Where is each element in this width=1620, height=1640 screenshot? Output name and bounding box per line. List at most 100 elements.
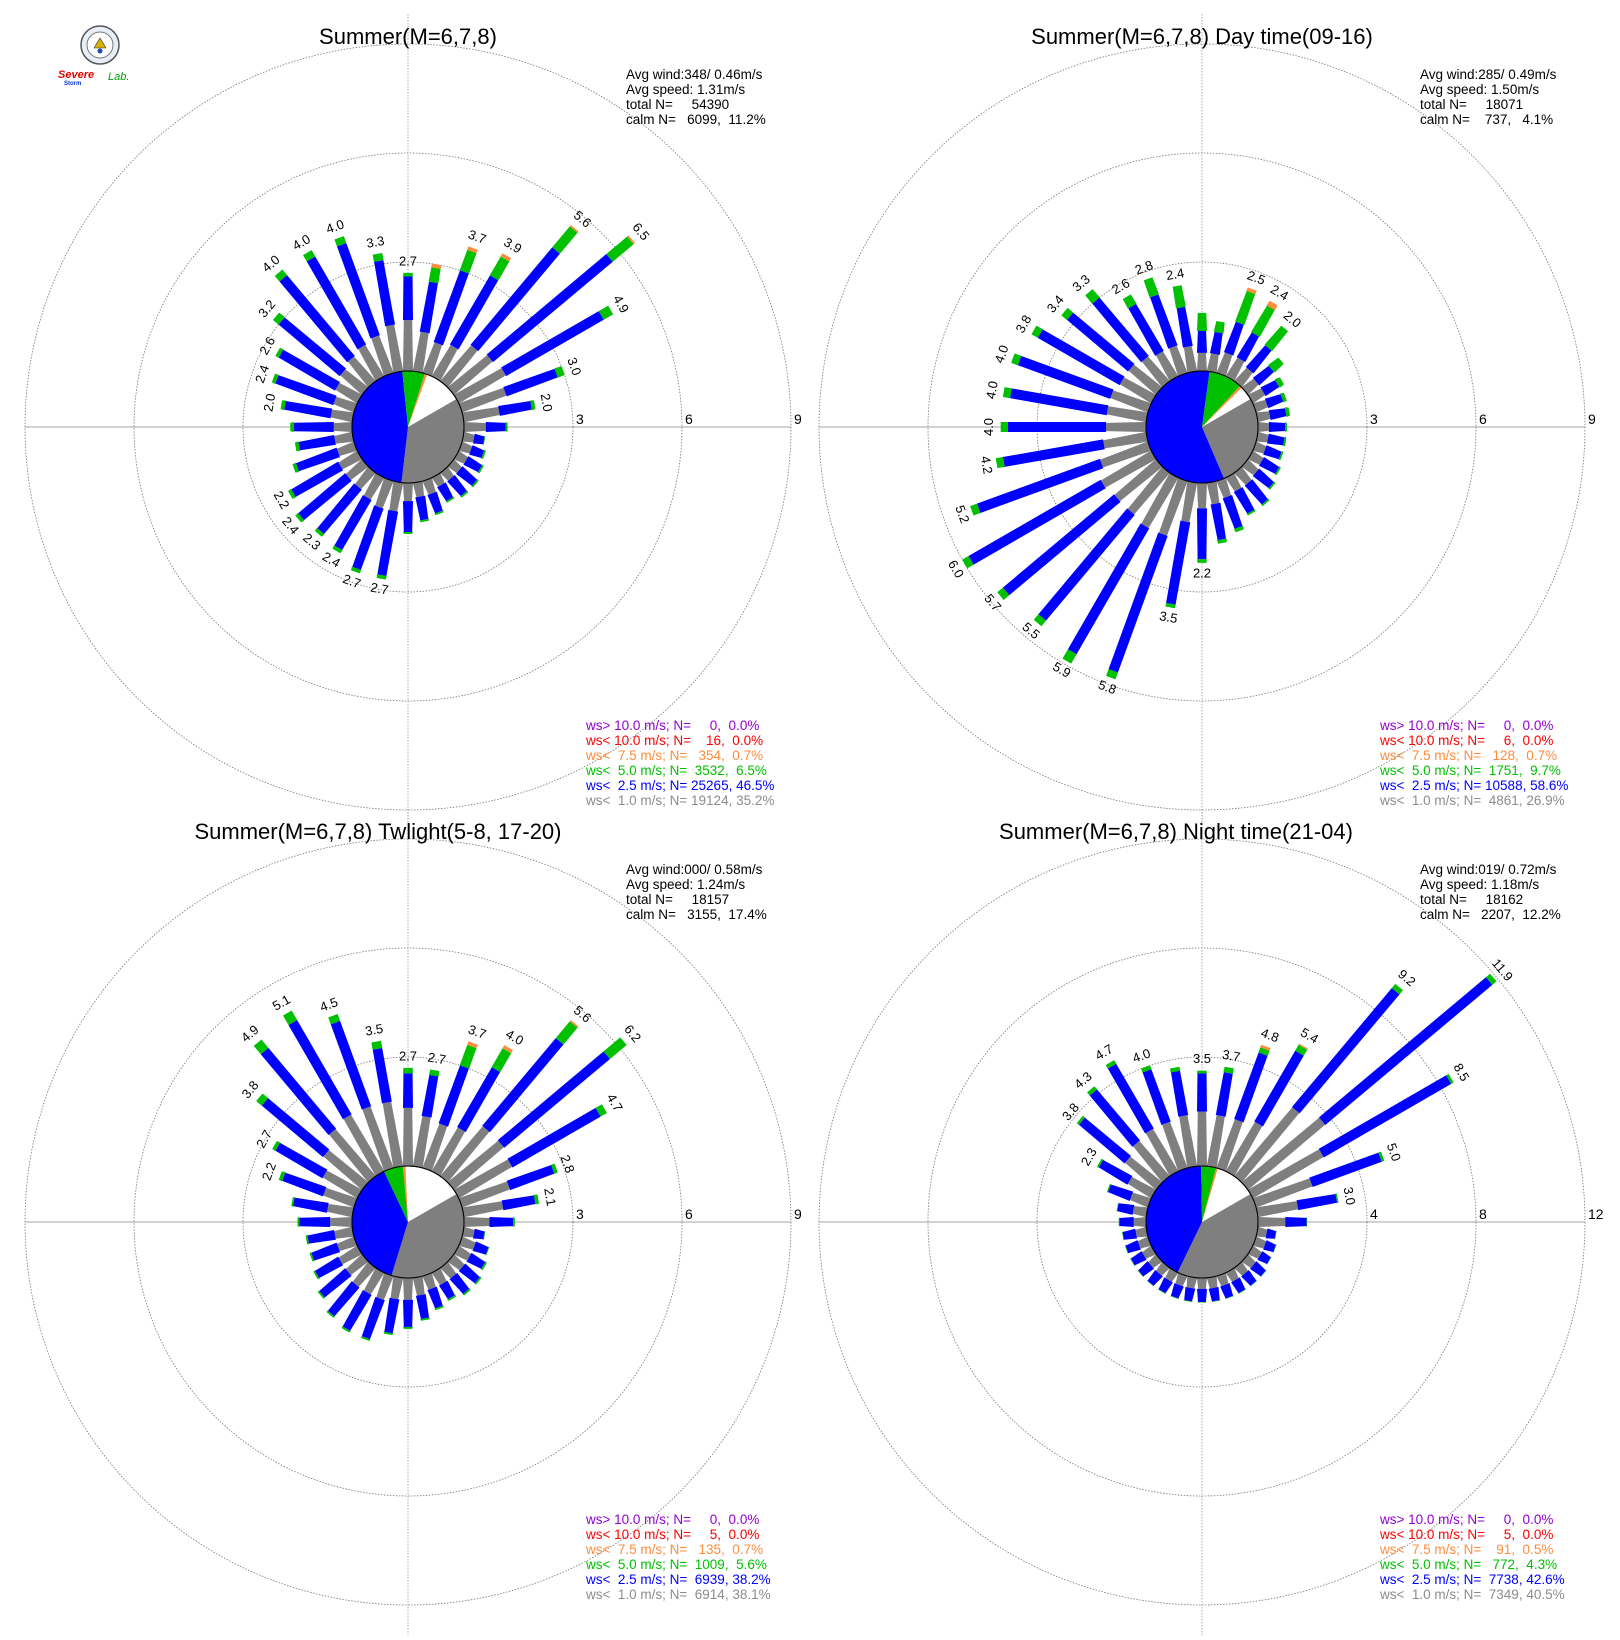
bar-segment-280-bin0 (1106, 406, 1148, 423)
bar-segment-140-bin2 (462, 1288, 471, 1296)
bar-segment-80-bin2 (533, 1194, 540, 1205)
bar-segment-20-bin2 (459, 249, 477, 274)
bar-segment-240-bin2 (1130, 1257, 1136, 1267)
bar-segment-350-bin1 (372, 1047, 392, 1104)
bar-total-label-350: 2.4 (1165, 265, 1185, 283)
bar-segment-0-bin1 (403, 1073, 413, 1108)
bar-segment-0-bin0 (403, 1107, 413, 1166)
bar-segment-230-bin2 (317, 1290, 326, 1299)
bar-segment-70-bin2 (554, 366, 565, 378)
bar-segment-210-bin1 (1067, 523, 1150, 655)
bar-segment-330-bin2 (283, 1010, 298, 1025)
legend-entry-1: ws> 10.0 m/s; N= 0, 0.0% (1379, 1512, 1553, 1527)
bar-segment-30-bin3 (1298, 1043, 1308, 1050)
bar-segment-210-bin2 (341, 1326, 351, 1333)
bar-segment-130-bin1 (1250, 1261, 1266, 1277)
bar-total-label-300: 2.3 (1078, 1145, 1100, 1168)
bar-segment-110-bin0 (458, 1236, 476, 1250)
bar-segment-230-bin0 (1114, 459, 1163, 502)
bar-segment-240-bin0 (338, 1245, 363, 1265)
bar-segment-180-bin1 (1197, 1288, 1207, 1302)
bar-segment-210-bin2 (1157, 1288, 1167, 1294)
calm-pie-outline (1145, 370, 1259, 484)
bar-segment-230-bin2 (997, 587, 1010, 600)
bar-segment-220-bin2 (326, 1310, 335, 1318)
ring-label: 6 (1479, 411, 1487, 427)
bar-segment-220-bin2 (1033, 614, 1047, 627)
bar-segment-30-bin1 (449, 275, 499, 350)
bar-segment-340-bin2 (1141, 1065, 1152, 1073)
bar-segment-240-bin2 (313, 1270, 320, 1280)
legend-entry-3: ws< 7.5 m/s; N= 354, 0.7% (585, 748, 763, 763)
bar-segment-340-bin1 (336, 242, 380, 339)
bar-segment-160-bin2 (434, 510, 444, 516)
bar-total-label-80: 2.1 (541, 1187, 559, 1207)
legend-entry-6: ws< 1.0 m/s; N= 19124, 35.2% (585, 793, 774, 808)
bar-segment-150-bin0 (1225, 472, 1242, 492)
ring-label: 9 (794, 1206, 802, 1222)
bar-segment-280-bin2 (1116, 1202, 1119, 1213)
bar-segment-100-bin2 (1274, 1230, 1277, 1240)
bar-segment-200-bin1 (1108, 532, 1168, 673)
panel-title: Summer(M=6,7,8) Day time(09-16) (1031, 24, 1373, 49)
bar-segment-190-bin0 (389, 481, 404, 512)
grid-ring (242, 1056, 574, 1388)
calm-pie-outline (351, 1165, 465, 1279)
bar-segment-250-bin1 (976, 458, 1104, 513)
bar-segment-190-bin1 (1166, 520, 1191, 605)
bar-segment-130-bin0 (1241, 1254, 1256, 1268)
bar-segment-230-bin0 (345, 459, 369, 481)
bar-segment-60-bin2 (595, 1104, 607, 1117)
bar-segment-10-bin0 (1206, 353, 1219, 373)
bar-segment-320-bin1 (279, 275, 355, 363)
bar-segment-130-bin1 (456, 466, 478, 486)
bar-segment-280-bin0 (1132, 1206, 1148, 1218)
bar-segment-220-bin0 (352, 1261, 376, 1287)
bar-segment-330-bin1 (1107, 1063, 1154, 1134)
bar-segment-100-bin1 (1267, 433, 1285, 446)
calm-pie-slice-bin3 (402, 1166, 408, 1222)
legend-entry-2: ws< 10.0 m/s; N= 5, 0.0% (1379, 1527, 1553, 1542)
ring-label: 3 (1370, 411, 1378, 427)
ring-label: 3 (576, 1206, 584, 1222)
bar-segment-170-bin1 (1208, 1287, 1220, 1302)
bar-segment-290-bin0 (323, 1187, 358, 1208)
bar-total-label-40: 9.2 (1395, 966, 1418, 989)
bar-segment-210-bin1 (342, 1290, 372, 1331)
bar-segment-220-bin0 (1156, 1261, 1170, 1276)
bar-segment-90-bin1 (1285, 1217, 1307, 1227)
bar-segment-290-bin0 (1110, 390, 1152, 413)
bar-segment-320-bin0 (1133, 1140, 1170, 1183)
legend-entry-4: ws< 5.0 m/s; N= 3532, 6.5% (585, 763, 767, 778)
bar-segment-50-bin1 (497, 1051, 610, 1148)
bar-segment-190-bin2 (376, 574, 387, 580)
bar-segment-50-bin0 (1241, 378, 1259, 395)
bar-segment-260-bin1 (307, 1229, 336, 1244)
bar-segment-350-bin2 (371, 1040, 383, 1050)
bar-segment-40-bin1 (1291, 988, 1400, 1114)
bar-segment-30-bin0 (431, 345, 458, 382)
bar-total-label-340: 2.8 (1133, 257, 1155, 277)
bar-segment-200-bin1 (352, 505, 384, 570)
bar-segment-30-bin1 (1254, 1050, 1304, 1127)
bar-segment-10-bin3 (431, 263, 442, 269)
logo-text-lab: Lab. (108, 71, 129, 83)
bar-segment-310-bin0 (340, 369, 369, 395)
legend-entry-5: ws< 2.5 m/s; N= 7738, 42.6% (1379, 1572, 1565, 1587)
bar-total-label-70: 3.0 (564, 355, 584, 377)
bar-segment-10-bin2 (428, 267, 441, 284)
bar-total-label-330: 2.6 (1109, 275, 1132, 297)
stats-line-4: calm N= 737, 4.1% (1420, 112, 1553, 127)
bar-segment-350-bin2 (1172, 285, 1186, 309)
bar-segment-80-bin0 (462, 406, 500, 423)
bar-segment-70-bin0 (458, 1181, 510, 1208)
bar-segment-160-bin1 (1220, 1283, 1234, 1299)
bar-segment-250-bin0 (336, 1236, 358, 1252)
bar-segment-320-bin2 (253, 1039, 269, 1055)
bar-total-label-310: 3.8 (239, 1078, 262, 1101)
bar-segment-80-bin0 (1256, 411, 1271, 423)
bar-segment-190-bin2 (1165, 602, 1176, 609)
bar-segment-340-bin1 (1150, 294, 1178, 349)
bar-total-label-80: 3.0 (1341, 1186, 1359, 1206)
calm-pie-slice-bin0 (1202, 399, 1258, 479)
